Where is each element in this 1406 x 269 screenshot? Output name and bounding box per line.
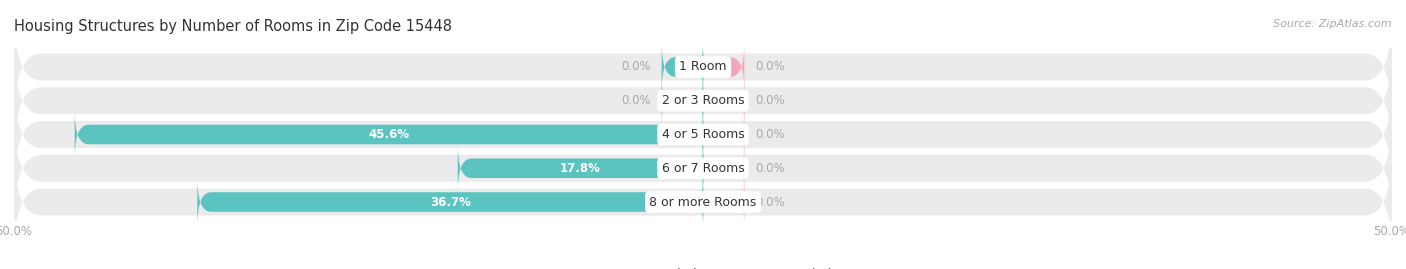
FancyBboxPatch shape [197,178,703,226]
FancyBboxPatch shape [703,77,744,125]
Text: Source: ZipAtlas.com: Source: ZipAtlas.com [1274,19,1392,29]
Text: 36.7%: 36.7% [430,196,471,208]
FancyBboxPatch shape [703,178,744,226]
Legend: Owner-occupied, Renter-occupied: Owner-occupied, Renter-occupied [568,263,838,269]
Text: 0.0%: 0.0% [755,94,785,107]
FancyBboxPatch shape [14,114,1392,222]
FancyBboxPatch shape [75,111,703,158]
Text: 0.0%: 0.0% [621,94,651,107]
FancyBboxPatch shape [14,148,1392,256]
Text: 0.0%: 0.0% [755,162,785,175]
Text: 0.0%: 0.0% [755,196,785,208]
Text: 45.6%: 45.6% [368,128,409,141]
FancyBboxPatch shape [703,111,744,158]
FancyBboxPatch shape [14,80,1392,189]
FancyBboxPatch shape [703,43,744,91]
Text: Housing Structures by Number of Rooms in Zip Code 15448: Housing Structures by Number of Rooms in… [14,19,453,34]
Text: 17.8%: 17.8% [560,162,600,175]
Text: 4 or 5 Rooms: 4 or 5 Rooms [662,128,744,141]
FancyBboxPatch shape [14,47,1392,155]
Text: 0.0%: 0.0% [621,61,651,73]
Text: 0.0%: 0.0% [755,61,785,73]
FancyBboxPatch shape [703,144,744,192]
FancyBboxPatch shape [662,43,703,91]
Text: 6 or 7 Rooms: 6 or 7 Rooms [662,162,744,175]
FancyBboxPatch shape [458,144,703,192]
Text: 8 or more Rooms: 8 or more Rooms [650,196,756,208]
Text: 2 or 3 Rooms: 2 or 3 Rooms [662,94,744,107]
Text: 1 Room: 1 Room [679,61,727,73]
FancyBboxPatch shape [14,13,1392,121]
FancyBboxPatch shape [662,77,703,125]
Text: 0.0%: 0.0% [755,128,785,141]
